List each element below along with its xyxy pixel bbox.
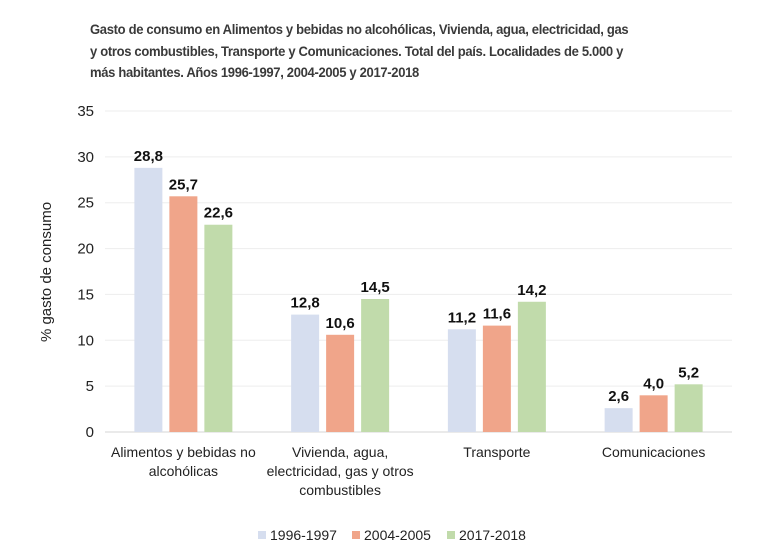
category-label: combustibles xyxy=(299,482,381,498)
y-tick-label: 25 xyxy=(77,195,94,212)
data-label: 11,6 xyxy=(483,306,511,323)
chart-title: Gasto de consumo en Alimentos y bebidas … xyxy=(90,19,685,84)
bar xyxy=(447,329,476,432)
y-axis-label: % gasto de consumo xyxy=(38,202,55,342)
data-label: 10,6 xyxy=(326,315,355,332)
legend-swatch xyxy=(447,531,455,539)
category-label: Alimentos y bebidas no xyxy=(111,444,256,460)
bar xyxy=(517,301,546,432)
bar xyxy=(604,408,633,432)
y-axis-ticks: 0 5 10 15 20 25 30 35 xyxy=(77,103,94,441)
data-label: 28,8 xyxy=(134,148,163,165)
bar xyxy=(291,314,320,432)
y-tick-label: 30 xyxy=(77,149,94,166)
legend-swatch xyxy=(258,531,266,539)
data-label: 22,6 xyxy=(204,205,233,222)
data-label: 11,2 xyxy=(448,309,476,326)
bar xyxy=(326,334,355,432)
bar xyxy=(639,395,668,432)
data-label: 4,0 xyxy=(643,375,664,392)
legend-item: 2004-2005 xyxy=(352,527,431,543)
legend-item: 1996-1997 xyxy=(258,527,337,543)
chart-title-line: más habitantes. Años 1996-1997, 2004-200… xyxy=(90,64,419,80)
x-axis-category-labels: Alimentos y bebidas no alcohólicas Viviend… xyxy=(111,444,705,498)
bar xyxy=(482,325,511,432)
y-tick-label: 20 xyxy=(77,241,94,258)
y-tick-label: 15 xyxy=(77,286,94,303)
bar xyxy=(361,299,390,432)
legend-label: 2004-2005 xyxy=(364,527,431,543)
category-label: alcohólicas xyxy=(149,463,218,479)
bar xyxy=(204,224,233,432)
bar xyxy=(134,167,163,432)
data-label: 14,2 xyxy=(517,282,546,299)
data-labels: 28,8 25,7 22,6 12,8 10,6 14,5 11,2 11,6 14,2 2,6 4… xyxy=(134,148,699,405)
legend-label: 1996-1997 xyxy=(270,527,337,543)
category-label: Comunicaciones xyxy=(602,444,706,460)
category-label: Transporte xyxy=(463,444,530,460)
data-label: 2,6 xyxy=(608,388,629,405)
legend-item: 2017-2018 xyxy=(447,527,526,543)
data-label: 5,2 xyxy=(678,364,699,381)
data-label: 14,5 xyxy=(361,279,390,296)
gridlines xyxy=(105,110,732,433)
y-tick-label: 5 xyxy=(86,378,94,395)
y-tick-label: 10 xyxy=(77,332,94,349)
y-tick-label: 35 xyxy=(77,103,94,120)
legend-swatch xyxy=(352,531,360,539)
data-label: 25,7 xyxy=(169,176,198,193)
bars xyxy=(134,167,703,432)
bar xyxy=(674,384,703,432)
y-tick-label: 0 xyxy=(86,424,94,441)
bar xyxy=(169,196,198,432)
chart-title-line: y otros combustibles, Transporte y Comun… xyxy=(90,42,623,59)
category-label: electricidad, gas y otros xyxy=(267,463,414,479)
legend-label: 2017-2018 xyxy=(459,527,526,543)
category-label: Vivienda, agua, xyxy=(292,444,388,460)
chart-title-line: Gasto de consumo en Alimentos y bebidas … xyxy=(90,21,629,37)
data-label: 12,8 xyxy=(291,295,320,312)
legend: 1996-1997 2004-2005 2017-2018 xyxy=(258,527,526,543)
